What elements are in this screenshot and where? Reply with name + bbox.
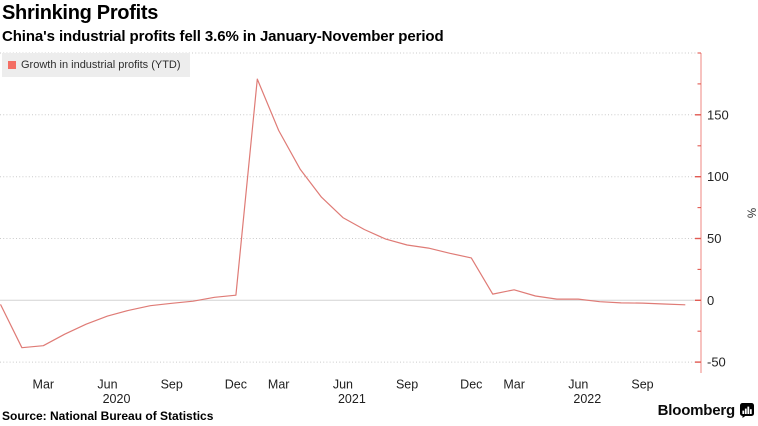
y-tick-label: 150 (707, 107, 729, 122)
y-tick-label: 0 (707, 293, 714, 308)
x-tick-label: Jun (333, 378, 353, 392)
x-tick-label: Dec (225, 378, 247, 392)
x-year-label: 2022 (573, 392, 601, 406)
x-tick-label: Jun (568, 378, 588, 392)
y-tick-label: 100 (707, 169, 729, 184)
bloomberg-wordmark: Bloomberg (657, 402, 736, 419)
page-title: Shrinking Profits (2, 2, 159, 24)
source-note: Source: National Bureau of Statistics (2, 409, 214, 423)
x-tick-label: Mar (503, 378, 525, 392)
y-tick-label: 50 (707, 231, 721, 246)
bloomberg-brand: Bloomberg (658, 402, 755, 419)
page-subtitle: China's industrial profits fell 3.6% in … (2, 28, 444, 45)
y-tick-label: -50 (707, 355, 726, 370)
legend-label: Growth in industrial profits (YTD) (21, 59, 181, 71)
x-tick-label: Sep (396, 378, 418, 392)
x-year-label: 2020 (103, 392, 131, 406)
x-tick-label: Sep (161, 378, 183, 392)
bloomberg-logo-icon (740, 403, 754, 418)
x-year-label: 2021 (338, 392, 366, 406)
x-tick-label: Mar (268, 378, 290, 392)
x-tick-label: Jun (97, 378, 117, 392)
legend-swatch-icon (8, 61, 16, 69)
x-tick-label: Sep (631, 378, 653, 392)
data-line (0, 78, 686, 349)
x-tick-label: Dec (460, 378, 482, 392)
legend: Growth in industrial profits (YTD) (2, 53, 190, 77)
y-axis-unit-label: % (745, 208, 757, 218)
x-tick-label: Mar (33, 378, 55, 392)
